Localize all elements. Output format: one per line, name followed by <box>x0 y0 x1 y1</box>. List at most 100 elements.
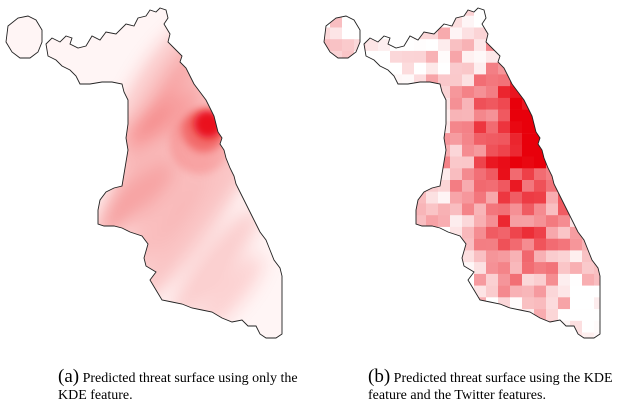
grid-cell <box>402 156 415 169</box>
grid-cell <box>390 109 403 122</box>
grid-cell <box>366 144 379 157</box>
grid-cell <box>378 320 391 333</box>
grid-cell <box>594 156 600 169</box>
grid-cell <box>426 144 439 157</box>
grid-cell <box>354 215 367 228</box>
grid-cell <box>450 238 463 251</box>
grid-cell <box>498 74 511 87</box>
grid-cell <box>546 332 559 338</box>
grid-cell <box>474 109 487 122</box>
grid-cell <box>324 86 331 99</box>
grid-cell <box>498 27 511 40</box>
grid-cell <box>390 273 403 286</box>
grid-cell <box>378 15 391 28</box>
grid-cell <box>366 74 379 87</box>
grid-cell <box>474 332 487 338</box>
grid-cell <box>606 333 618 345</box>
grid-cell <box>498 86 511 99</box>
grid-cell <box>354 309 367 322</box>
grid-cell <box>510 27 523 40</box>
grid-cell <box>354 320 367 333</box>
grid-cell <box>510 332 523 338</box>
grid-cell <box>486 203 499 216</box>
grid-cell <box>342 238 355 251</box>
grid-cell <box>534 250 547 263</box>
grid-cell <box>450 180 463 192</box>
grid-cell <box>534 215 547 228</box>
grid-cell <box>582 15 595 28</box>
grid-cell <box>450 262 463 275</box>
grid-cell <box>606 168 618 180</box>
grid-cell <box>594 226 600 239</box>
grid-cell <box>570 309 583 322</box>
grid-cell <box>402 62 415 75</box>
grid-cell <box>534 27 547 40</box>
grid-cell <box>606 145 618 157</box>
grid-cell <box>390 97 403 110</box>
grid-cell <box>606 16 618 28</box>
grid-cell <box>534 238 547 251</box>
city-boundary-outline <box>323 7 601 339</box>
grid-cell <box>378 8 391 16</box>
grid-cell <box>402 97 415 110</box>
grid-cell <box>462 226 475 239</box>
grid-cell <box>366 97 379 110</box>
grid-cell <box>510 180 523 192</box>
grid-cell <box>366 262 379 275</box>
grid-cell <box>606 4 618 16</box>
grid-cell <box>546 203 559 216</box>
grid-cell <box>606 28 618 40</box>
grid-cell <box>546 215 559 228</box>
grid-cell <box>426 285 439 298</box>
grid-cell <box>522 8 535 16</box>
grid-cell <box>450 86 463 99</box>
grid-cell <box>426 203 439 216</box>
grid-cell <box>534 62 547 75</box>
grid-cell <box>342 250 355 263</box>
grid-cell <box>582 262 595 275</box>
grid-cell <box>324 297 331 310</box>
grid-cell <box>570 133 583 146</box>
grid-cell <box>426 320 439 333</box>
caption-b: (b) Predicted threat surface using the K… <box>368 367 623 404</box>
grid-cell <box>330 144 343 157</box>
grid-cell <box>354 121 367 134</box>
grid-cell <box>342 133 355 146</box>
grid-cell <box>546 273 559 286</box>
grid-cell <box>558 97 571 110</box>
grid-cell <box>390 156 403 169</box>
grid-cell <box>486 121 499 134</box>
grid-cell <box>426 97 439 110</box>
grid-cell <box>426 50 439 63</box>
grid-cell <box>450 156 463 169</box>
grid-cell <box>426 332 439 338</box>
grid-cell <box>510 74 523 87</box>
grid-cell <box>486 109 499 122</box>
grid-cell <box>474 226 487 239</box>
grid-cell <box>462 50 475 63</box>
grid-cell <box>486 344 498 356</box>
grid-cell <box>510 297 523 310</box>
grid-cell <box>606 63 618 75</box>
grid-cell <box>594 86 600 99</box>
grid-cell <box>474 191 487 204</box>
grid-cell <box>462 203 475 216</box>
grid-cell <box>330 320 343 333</box>
grid-cell <box>498 332 511 338</box>
grid-cell <box>324 180 331 192</box>
grid-cell <box>450 27 463 40</box>
grid-cell <box>510 203 523 216</box>
grid-cell <box>558 15 571 28</box>
grid-cell <box>366 8 379 16</box>
grid-cell <box>486 309 499 322</box>
grid-cell <box>570 297 583 310</box>
grid-cell <box>486 39 499 52</box>
grid-cell <box>522 226 535 239</box>
grid-cell <box>546 109 559 122</box>
grid-cell <box>570 168 583 181</box>
grid-cell <box>378 273 391 286</box>
grid-cell <box>498 168 511 181</box>
grid-cell <box>450 50 463 63</box>
grid-cell <box>594 273 600 286</box>
grid-cell <box>414 180 427 192</box>
